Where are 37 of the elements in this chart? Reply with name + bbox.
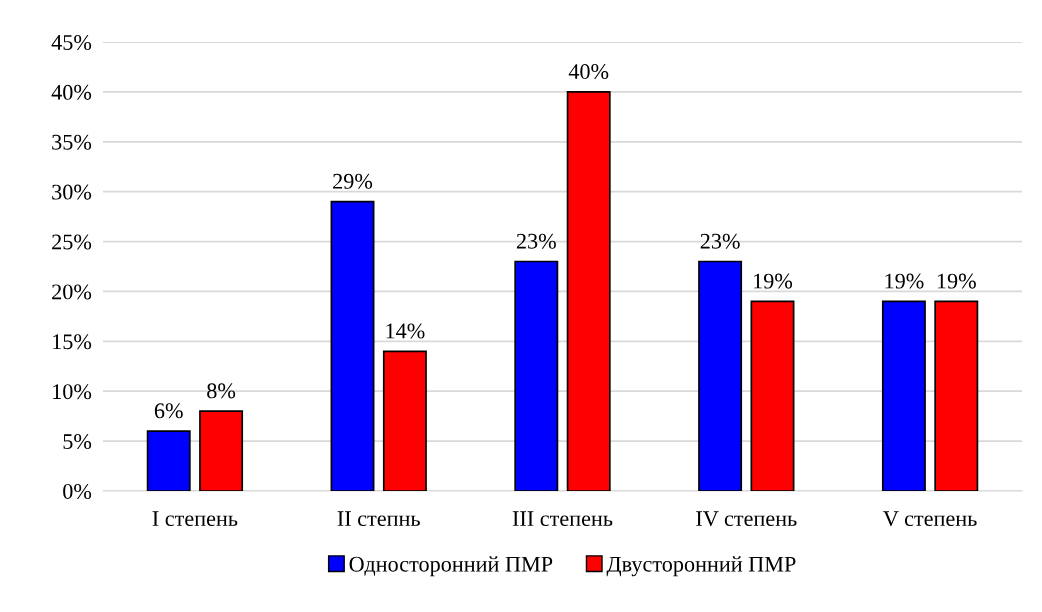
bar bbox=[750, 300, 795, 491]
y-tick-label: 20% bbox=[52, 284, 92, 300]
y-tick-label: 45% bbox=[51, 34, 92, 50]
bar bbox=[146, 430, 191, 491]
y-tick-label: 35% bbox=[52, 134, 92, 150]
bar bbox=[382, 350, 427, 491]
bar bbox=[330, 200, 375, 491]
data-label: 19% bbox=[937, 273, 976, 289]
y-tick-label: 40% bbox=[51, 84, 92, 100]
data-label: 23% bbox=[516, 233, 556, 249]
legend-label: Односторонний ПМР bbox=[349, 556, 553, 577]
bar bbox=[514, 260, 559, 491]
y-tick-label: 0% bbox=[63, 483, 92, 499]
bar bbox=[881, 300, 926, 491]
legend-label: Двусторонний ПМР bbox=[606, 556, 796, 577]
data-label: 19% bbox=[885, 273, 924, 289]
bar bbox=[199, 410, 244, 491]
x-tick-label: III степень bbox=[512, 511, 613, 527]
bar bbox=[698, 260, 743, 491]
data-label: 19% bbox=[754, 273, 793, 289]
y-tick-label: 5% bbox=[63, 434, 92, 450]
data-label: 29% bbox=[333, 173, 373, 189]
x-tick-label: IV степень bbox=[696, 511, 797, 527]
data-label: 14% bbox=[386, 323, 425, 339]
y-tick-label: 10% bbox=[53, 384, 92, 400]
x-tick-label: V степень bbox=[883, 511, 977, 527]
y-tick-label: 15% bbox=[53, 334, 92, 350]
data-label: 40% bbox=[568, 64, 609, 80]
bar bbox=[934, 300, 979, 491]
y-tick-label: 30% bbox=[52, 184, 92, 200]
bar bbox=[566, 91, 611, 491]
y-tick-label: 25% bbox=[52, 234, 92, 250]
x-tick-label: I степень bbox=[152, 511, 238, 527]
data-label: 23% bbox=[700, 233, 740, 249]
data-label: 6% bbox=[154, 403, 183, 419]
x-tick-label: II степнь bbox=[337, 511, 420, 527]
data-label: 8% bbox=[207, 383, 236, 399]
